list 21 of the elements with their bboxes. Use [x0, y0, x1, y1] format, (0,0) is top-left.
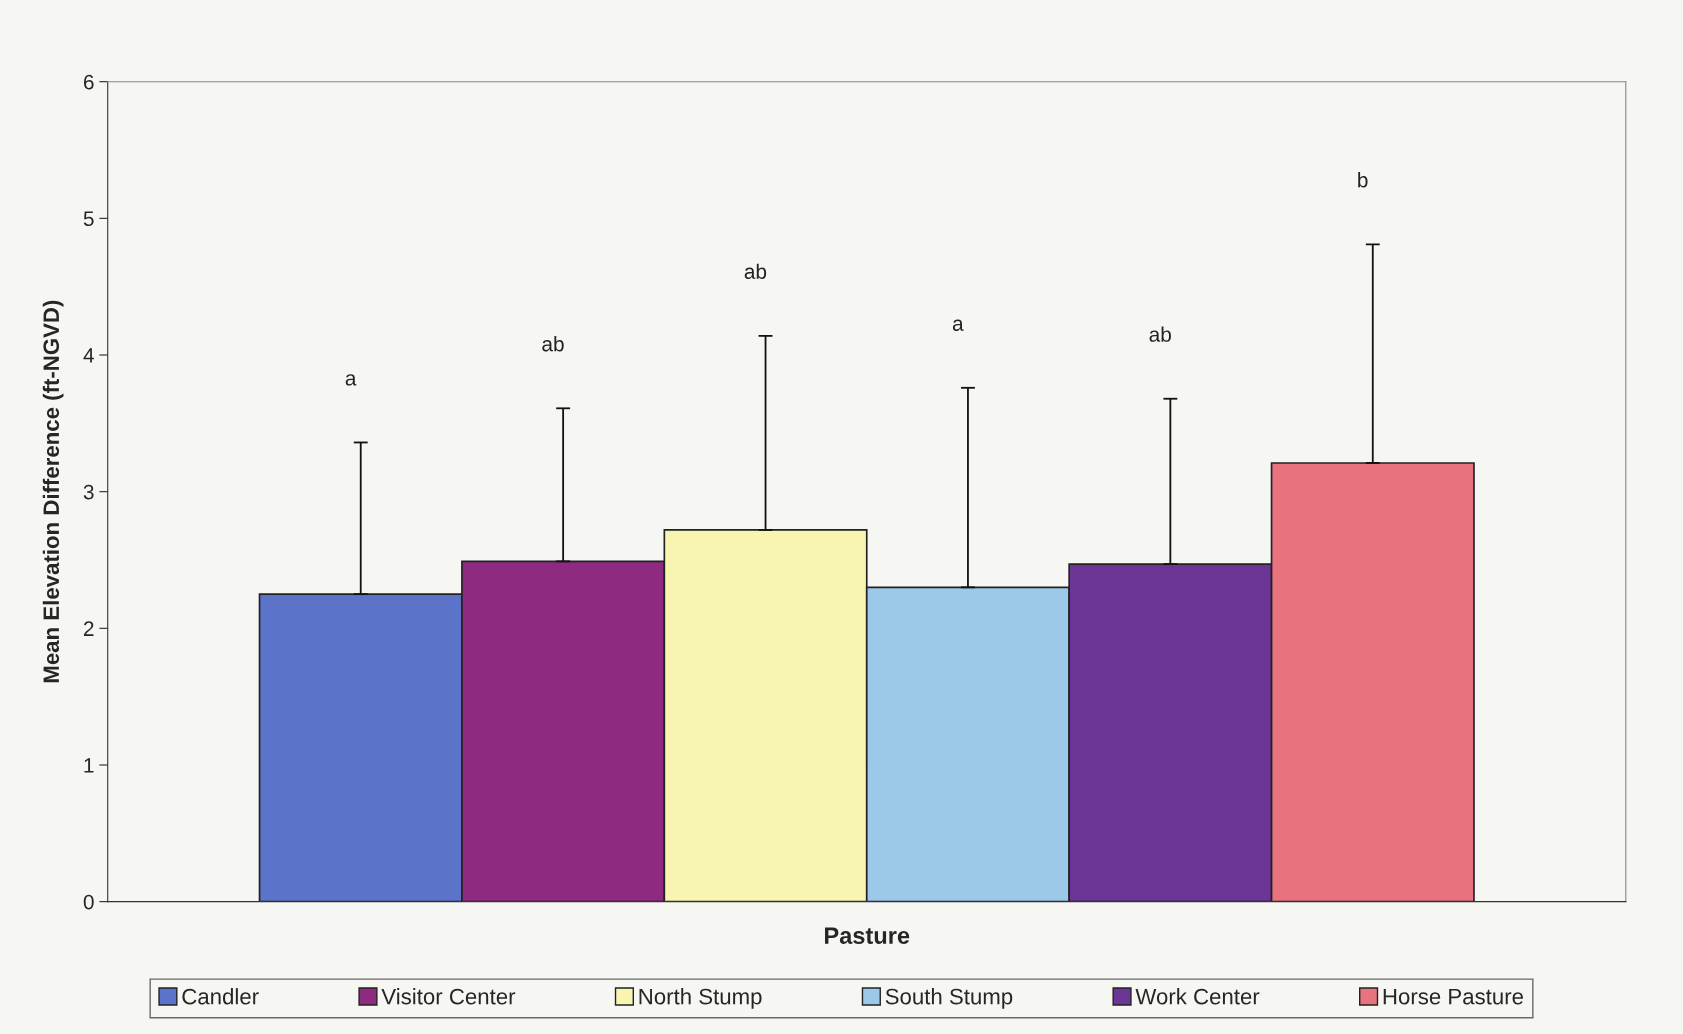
annotation: ab [542, 336, 564, 352]
y-tick-label: 5 [83, 211, 94, 227]
y-tick-label: 0 [83, 894, 94, 910]
annotation: ab [1149, 326, 1171, 342]
annotation: b [1358, 172, 1368, 188]
annotation: a [345, 374, 357, 386]
y-tick-label: 3 [83, 484, 94, 500]
legend-label: Work Center [1135, 988, 1260, 1005]
x-axis-title: Pasture [825, 927, 910, 944]
legend-label: Horse Pasture [1383, 988, 1523, 1005]
legend-label: North Stump [639, 988, 762, 1009]
y-tick-label: 1 [84, 758, 94, 773]
y-tick-label: 2 [83, 621, 94, 636]
annotation: a [952, 319, 964, 331]
y-tick-label: 6 [83, 74, 94, 90]
legend-label: Candler [182, 988, 259, 1005]
legend-label: Visitor Center [381, 988, 516, 1005]
y-tick-label: 4 [83, 348, 94, 363]
legend-label: South Stump [885, 988, 1013, 1009]
y-axis-title: Mean Elevation Difference (ft-NGVD) [42, 300, 64, 683]
annotation: ab [744, 263, 767, 279]
